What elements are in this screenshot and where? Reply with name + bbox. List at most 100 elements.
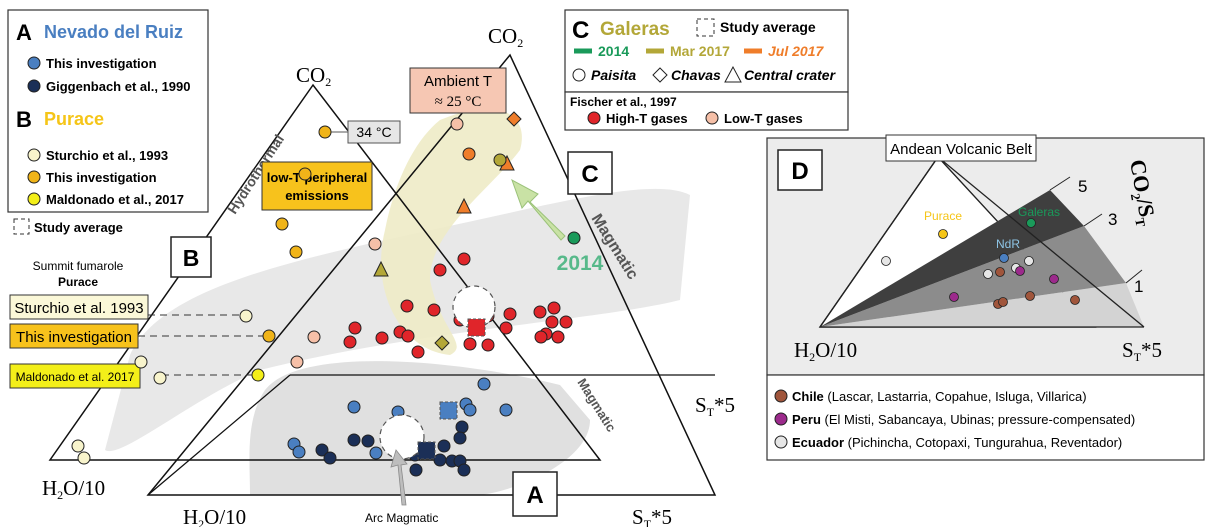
- legend-2014-label: 2014: [598, 43, 629, 59]
- d-ecuador-point: [881, 256, 891, 266]
- high-t-gas-point: [533, 305, 547, 319]
- legend-ruiz-this-label: This investigation: [46, 56, 157, 71]
- low-t-gas-point: [368, 237, 382, 251]
- high-t-gas-point: [348, 321, 362, 335]
- ratio-5-label: 5: [1078, 177, 1087, 196]
- ruiz-giggenbach-point: [315, 443, 329, 457]
- d-purace-label: Purace: [924, 209, 962, 223]
- ambient-temp-box: [409, 67, 507, 114]
- d-chile-point: [995, 267, 1005, 277]
- d-sector-grey-mid: [820, 226, 1126, 327]
- ruiz-this-average: [439, 401, 458, 420]
- d-title-box: [885, 134, 1037, 162]
- src-maldonado-box: [9, 363, 141, 389]
- legend-paisita-label: Paisita: [591, 67, 636, 83]
- legend-ruiz-giggenbach-label: Giggenbach et al., 1990: [46, 79, 191, 94]
- legend-paisita-marker: [572, 68, 586, 82]
- high-t-gas-point: [545, 315, 559, 329]
- galeras-field-shade: [381, 108, 522, 355]
- high-t-gas-point: [400, 299, 414, 313]
- legend-b-title: Purace: [44, 109, 104, 129]
- d-legend-peru-marker: [774, 412, 788, 426]
- legend-chavas-label: Chavas: [671, 67, 721, 83]
- d-galeras-point: [1026, 218, 1036, 228]
- high-t-gas-point: [375, 331, 389, 345]
- ruiz-this-point: [463, 403, 477, 417]
- high-t-gas-point: [551, 330, 565, 344]
- d-ndr-label: NdR: [996, 237, 1020, 251]
- ruiz-giggenbach-point: [455, 420, 469, 434]
- panel-d-letter-box: [777, 149, 823, 191]
- panel-a-box: [512, 471, 558, 517]
- main-right-label: ST*5: [695, 393, 735, 419]
- inner-triangle-left: [147, 374, 291, 496]
- d-peru-point: [1049, 274, 1059, 284]
- ruiz-giggenbach-point: [433, 453, 447, 467]
- legend-sturchio-marker: [27, 148, 41, 162]
- legend-c-study-average-marker: [696, 18, 715, 37]
- main-triangle: [146, 53, 717, 496]
- purace-point: [289, 245, 303, 259]
- legend-a-letter: A: [16, 20, 32, 45]
- ratio-1-label: 1: [1134, 277, 1143, 296]
- ruiz-this-point: [499, 403, 513, 417]
- galeras-paisita-point: [493, 153, 507, 167]
- high-t-gas-point: [499, 321, 513, 335]
- ruiz-this-point: [369, 446, 383, 460]
- low-t-box: [261, 161, 373, 211]
- purace-point: [298, 167, 312, 181]
- d-peru-point: [1015, 266, 1025, 276]
- galeras-chavas-point: [506, 111, 522, 127]
- galeras-2014-point: [567, 231, 581, 245]
- d-chile-point: [1070, 295, 1080, 305]
- d-sector-grey-light: [820, 283, 1144, 327]
- panel-c-box: [567, 151, 613, 195]
- src-sturchio-box: [9, 294, 149, 320]
- d-chile-point: [1025, 291, 1035, 301]
- src-this-box: [9, 323, 139, 349]
- d-legend-chile-marker: [774, 389, 788, 403]
- panel-c-box-letter: C: [581, 161, 598, 188]
- high-t-gas-point: [534, 330, 548, 344]
- high-t-gas-point: [503, 307, 517, 321]
- legend-c-study-average-label: Study average: [720, 19, 816, 35]
- d-ndr-point: [999, 253, 1009, 263]
- d-ecuador-point: [983, 269, 993, 279]
- ruiz-points: [287, 377, 513, 477]
- galeras-study-average-marker: [467, 318, 486, 337]
- legend-c-letter: C: [572, 17, 589, 44]
- purace-point: [262, 329, 276, 343]
- d-galeras-label: Galeras: [1018, 205, 1060, 219]
- ruiz-giggenbach-point: [347, 433, 361, 447]
- high-t-gas-point: [481, 338, 495, 352]
- ruiz-giggenbach-point: [437, 439, 451, 453]
- ambient-temp-line2: ≈ 25 °C: [435, 94, 482, 110]
- high-t-gas-point: [433, 263, 447, 277]
- purace-point: [71, 439, 85, 453]
- panel-a-box-letter: A: [526, 482, 543, 509]
- main-apex-label: CO2: [488, 24, 523, 50]
- ruiz-giggenbach-average-ring: [379, 414, 425, 460]
- panel-b-box: [170, 236, 212, 278]
- svg-text:CO2: CO2: [296, 63, 331, 89]
- legend-a-title: Nevado del Ruiz: [44, 22, 183, 42]
- purace-point: [77, 451, 91, 465]
- legend-central-label: Central crater: [744, 67, 837, 83]
- legend-maldonado-marker: [27, 192, 41, 206]
- d-legend-ecuador-marker: [774, 435, 788, 449]
- ruiz-giggenbach-point: [361, 434, 375, 448]
- legend-left-frame: [7, 9, 209, 213]
- high-t-gas-point: [457, 252, 471, 266]
- legend-study-average-label: Study average: [34, 220, 123, 235]
- legend-purace-this-marker: [27, 170, 41, 184]
- ratio-1-line: [1125, 269, 1143, 284]
- d-triangle-left-edge: [819, 156, 939, 328]
- panel-b-box-letter: B: [183, 245, 200, 271]
- ruiz-giggenbach-point: [457, 463, 471, 477]
- galeras-central-point: [373, 260, 389, 277]
- ratio-3-line: [1083, 213, 1103, 227]
- src-sturchio-label: Sturchio et al. 1993: [14, 300, 143, 317]
- galeras-2014-arrow: [511, 178, 566, 241]
- high-t-gas-point: [411, 345, 425, 359]
